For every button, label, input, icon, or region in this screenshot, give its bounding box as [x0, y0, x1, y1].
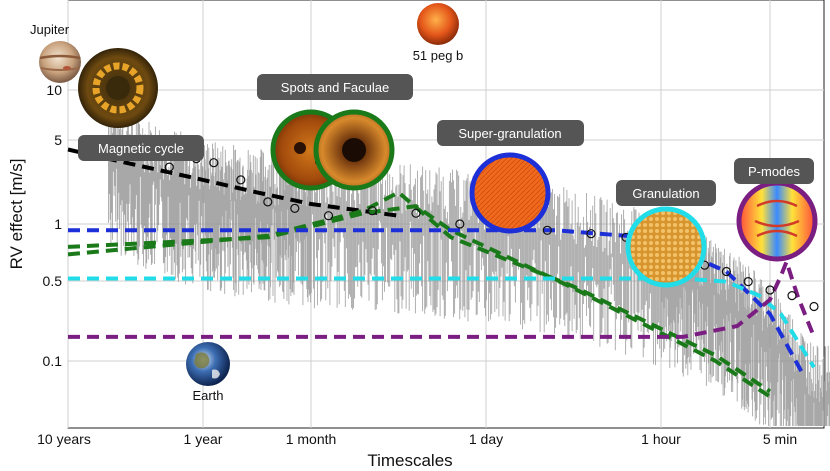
earth-object: Earth [186, 342, 230, 403]
sun-ring-icon [92, 62, 144, 114]
annotation-magnetic-cycle: Magnetic cycle [78, 135, 204, 161]
binned-point-9 [411, 208, 421, 218]
51-peg-b-icon [417, 3, 459, 45]
annotation-label: P-modes [748, 164, 801, 179]
y-tick-01: 0.1 [43, 353, 63, 369]
y-axis-title: RV effect [m/s] [7, 159, 26, 270]
binned-point-18 [721, 266, 732, 277]
faculae-umbra-icon [342, 138, 366, 162]
binned-point-12 [542, 225, 552, 235]
binned-point-3 [209, 158, 219, 168]
sunspot-icon [294, 142, 306, 154]
binned-point-7 [323, 211, 334, 221]
annotation-box [616, 180, 716, 206]
p-modes-image-icon [736, 180, 818, 262]
annotation-spots-faculae: Spots and Faculae [257, 74, 413, 100]
x-tick-labels: 10 years 1 year 1 month 1 day 1 hour 5 m… [37, 431, 797, 447]
oscillation-pattern-icon [754, 199, 800, 238]
annotation-label: Granulation [632, 186, 699, 201]
spots-faculae-images [270, 109, 395, 191]
jupiter-band-icon [39, 54, 81, 60]
y-tick-5: 5 [54, 132, 62, 148]
binned-point-10 [455, 219, 465, 229]
super-granulation-image-icon [469, 152, 551, 234]
binned-point-5 [263, 197, 273, 207]
annotation-label: Spots and Faculae [281, 80, 389, 95]
51-peg-b-object: 51 peg b [413, 3, 464, 63]
earth-land-icon [194, 352, 210, 369]
series-line-spots-and-faculae-2 [67, 204, 772, 399]
binned-point-22 [809, 301, 819, 312]
x-tick-1-day: 1 day [469, 431, 503, 447]
x-tick-1-month: 1 month [286, 431, 337, 447]
x-tick-1-year: 1 year [184, 431, 223, 447]
y-tick-05: 0.5 [43, 273, 63, 289]
jupiter-band-icon [40, 67, 80, 71]
binned-point-6 [290, 203, 300, 213]
binned-point-13 [586, 229, 596, 239]
jupiter-label: Jupiter [30, 22, 70, 37]
series-line-p-modes-5 [68, 259, 816, 339]
annotation-super-granulation: Super-granulation [437, 120, 584, 146]
magnetic-cycle-sun [78, 48, 158, 128]
p-modes-image [736, 180, 818, 262]
annotation-box [78, 135, 204, 161]
annotation-label: Super-granulation [458, 126, 561, 141]
annotation-box [437, 120, 584, 146]
binned-point-21 [787, 291, 797, 301]
x-tick-10-years: 10 years [37, 431, 91, 447]
x-axis-title: Timescales [367, 451, 452, 470]
binned-point-1 [164, 162, 174, 172]
annotation-box [257, 74, 413, 100]
jupiter-object: Jupiter [30, 22, 81, 83]
jupiter-icon [39, 41, 81, 83]
earth-label: Earth [192, 388, 223, 403]
annotation-box [734, 158, 814, 184]
series-line-magnetic-cycle-0 [67, 147, 399, 218]
granulation-image-icon [625, 206, 707, 288]
annotation-p-modes: P-modes [734, 158, 814, 184]
series-line-granulation-4 [68, 276, 816, 369]
sun-core-icon [106, 76, 130, 100]
annotation-granulation: Granulation [616, 180, 716, 206]
binned-point-4 [236, 175, 246, 185]
earth-cloud-icon [212, 369, 220, 379]
annotation-label: Magnetic cycle [98, 141, 184, 156]
x-tick-1-hour: 1 hour [641, 431, 681, 447]
binned-point-8 [367, 206, 377, 216]
great-red-spot-icon [63, 66, 71, 70]
binned-point-19 [743, 277, 753, 287]
y-tick-labels: 10 5 1 0.5 0.1 [43, 82, 63, 369]
y-tick-10: 10 [46, 82, 62, 98]
y-tick-1: 1 [54, 216, 62, 232]
x-tick-5-min: 5 min [763, 431, 797, 447]
binned-point-20 [765, 285, 775, 295]
51-peg-b-label: 51 peg b [413, 48, 464, 63]
